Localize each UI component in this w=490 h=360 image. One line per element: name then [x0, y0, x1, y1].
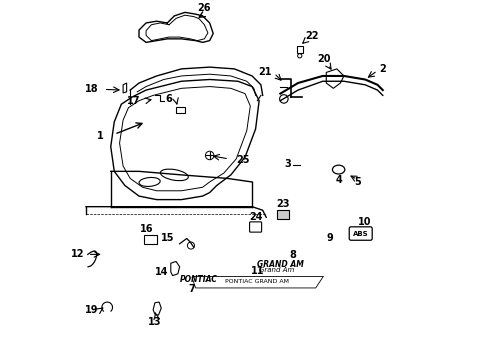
Text: 14: 14	[154, 267, 168, 277]
Text: PONTIAC: PONTIAC	[180, 275, 218, 284]
Text: 26: 26	[197, 3, 211, 13]
Text: 20: 20	[318, 54, 331, 64]
Text: 25: 25	[236, 155, 250, 165]
Bar	[144, 235, 157, 244]
Bar	[176, 107, 185, 113]
Text: 10: 10	[358, 217, 372, 227]
Text: 16: 16	[140, 224, 153, 234]
Text: 3: 3	[284, 159, 291, 169]
Text: 12: 12	[71, 249, 84, 260]
Text: 19: 19	[85, 305, 98, 315]
Text: 21: 21	[258, 67, 271, 77]
Text: 2: 2	[379, 64, 386, 74]
Text: Grand Am: Grand Am	[259, 267, 294, 273]
Text: 4: 4	[335, 175, 342, 185]
Text: 8: 8	[289, 250, 296, 260]
Text: 18: 18	[85, 84, 98, 94]
Text: 15: 15	[161, 234, 174, 243]
Text: 1: 1	[97, 131, 104, 141]
Text: PONTIAC GRAND AM: PONTIAC GRAND AM	[225, 279, 290, 284]
Bar	[277, 210, 289, 219]
Text: 24: 24	[249, 212, 262, 221]
Text: 22: 22	[305, 31, 318, 41]
Text: 11: 11	[250, 266, 264, 276]
Text: 6: 6	[166, 94, 172, 104]
Text: GRAND AM: GRAND AM	[257, 261, 304, 270]
Text: ABS: ABS	[353, 230, 368, 237]
Text: 13: 13	[148, 317, 162, 327]
Text: 9: 9	[326, 234, 333, 243]
Text: 17: 17	[127, 96, 141, 107]
Text: 5: 5	[355, 177, 362, 187]
Text: 23: 23	[276, 199, 290, 209]
Text: 7: 7	[189, 284, 196, 294]
Bar	[297, 46, 303, 53]
